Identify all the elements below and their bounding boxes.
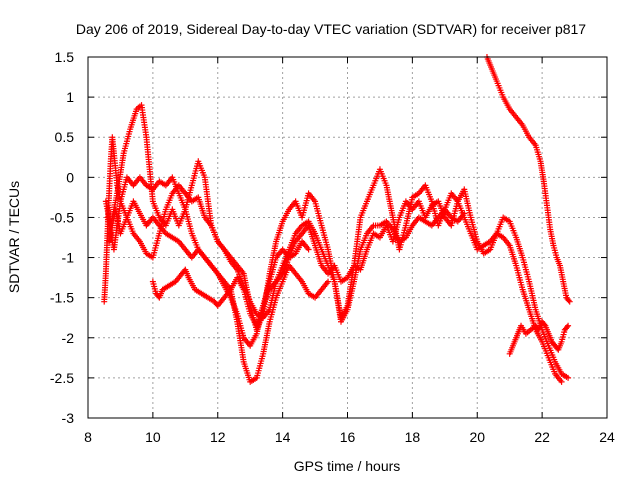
series-track-5 bbox=[149, 238, 312, 329]
series-track-1 bbox=[102, 102, 572, 381]
x-axis-label: GPS time / hours bbox=[294, 458, 401, 474]
data-point bbox=[541, 321, 548, 328]
y-tick-label: 0.5 bbox=[55, 129, 75, 145]
plot-frame bbox=[87, 56, 608, 419]
x-tick-label: 22 bbox=[534, 429, 550, 445]
x-tick-label: 12 bbox=[210, 429, 226, 445]
x-tick-label: 18 bbox=[405, 429, 421, 445]
series-track-4 bbox=[101, 134, 332, 385]
grid-lines bbox=[88, 57, 607, 418]
data-point bbox=[461, 210, 468, 217]
data-point bbox=[566, 298, 573, 305]
y-tick-label: -2 bbox=[62, 330, 75, 346]
data-point bbox=[325, 278, 332, 285]
x-tick-label: 16 bbox=[340, 429, 356, 445]
y-tick-label: 0 bbox=[66, 169, 74, 185]
chart-title: Day 206 of 2019, Sidereal Day-to-day VTE… bbox=[76, 21, 586, 37]
y-tick-label: 1.5 bbox=[55, 49, 75, 65]
series-track-6 bbox=[483, 54, 573, 357]
y-tick-label: -3 bbox=[62, 410, 75, 426]
series-track-3 bbox=[106, 182, 468, 325]
data-points bbox=[101, 54, 573, 385]
y-axis-label: SDTVAR / TECUs bbox=[6, 181, 22, 293]
x-tick-label: 10 bbox=[145, 429, 161, 445]
data-point bbox=[305, 246, 312, 253]
x-tick-label: 20 bbox=[469, 429, 485, 445]
y-tick-label: -1.5 bbox=[50, 290, 74, 306]
data-point bbox=[565, 374, 572, 381]
y-tick-label: -2.5 bbox=[50, 370, 74, 386]
x-tick-label: 14 bbox=[275, 429, 291, 445]
axis-ticks: 8 10 12 14 16 18 20 22 24 1.5 1 0.5 0 -0.5 -1 -1.5 -2 -2.… bbox=[50, 49, 615, 445]
data-point bbox=[565, 297, 572, 304]
y-tick-label: -1 bbox=[62, 250, 75, 266]
data-point bbox=[558, 378, 565, 385]
data-point bbox=[563, 324, 570, 331]
x-tick-label: 8 bbox=[84, 429, 92, 445]
x-tick-label: 24 bbox=[599, 429, 615, 445]
y-tick-label: 1 bbox=[66, 89, 74, 105]
y-tick-label: -0.5 bbox=[50, 209, 74, 225]
data-point bbox=[565, 322, 572, 329]
